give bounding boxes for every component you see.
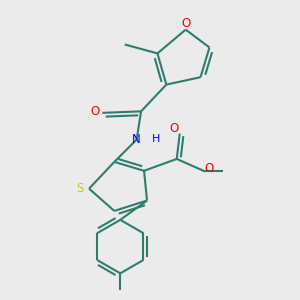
Text: H: H [152, 134, 160, 144]
Text: N: N [132, 133, 141, 146]
Text: O: O [181, 16, 190, 30]
Text: O: O [90, 105, 100, 118]
Text: S: S [76, 182, 84, 194]
Text: O: O [170, 122, 179, 135]
Text: O: O [205, 162, 214, 175]
